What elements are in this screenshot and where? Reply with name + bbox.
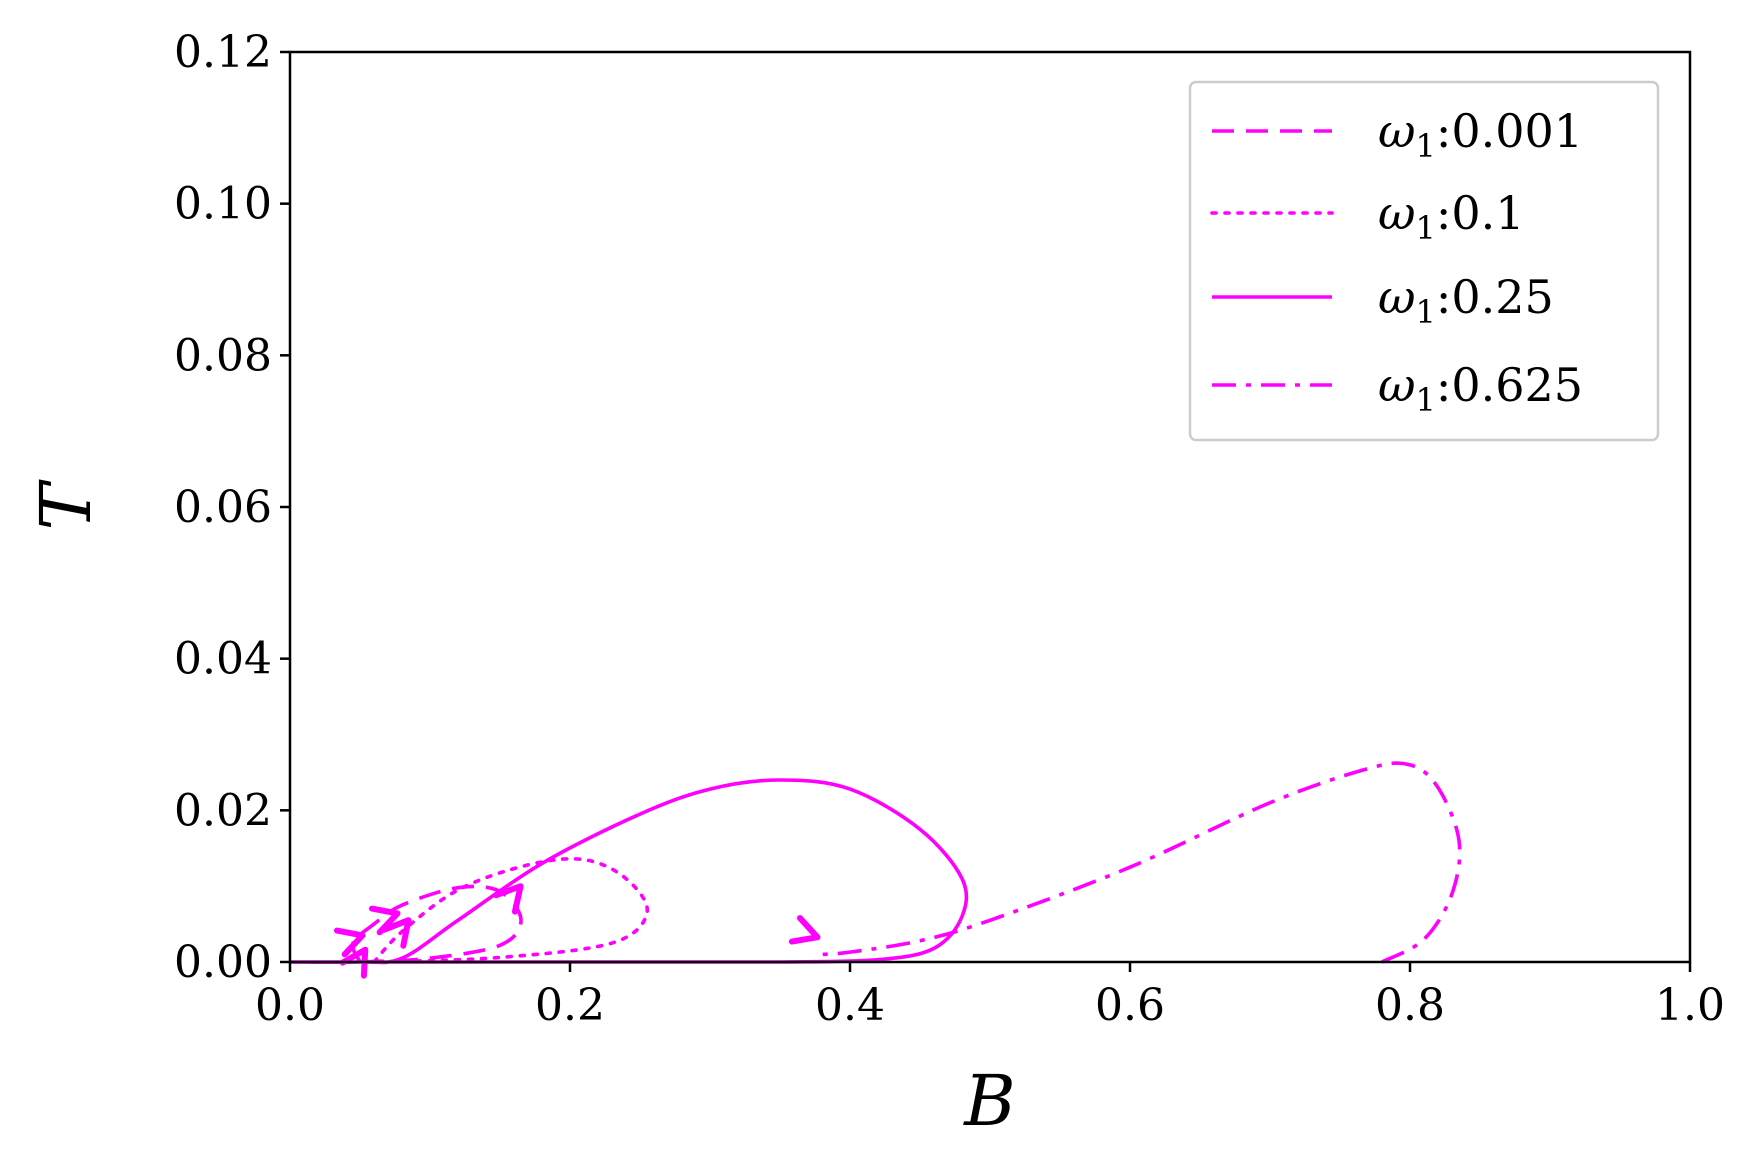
legend-entry--0-625: ω1:0.625 <box>1212 358 1583 419</box>
legend-value: :0.1 <box>1436 186 1525 240</box>
legend-entry--0-1: ω1:0.1 <box>1210 186 1525 247</box>
legend-value: :0.25 <box>1436 270 1554 324</box>
legend-label: ω1:0.001 <box>1378 104 1583 165</box>
series-line--0-625 <box>821 761 1462 964</box>
legend-value: :0.625 <box>1436 358 1583 412</box>
x-tick-label: 1.0 <box>1655 980 1725 1031</box>
y-axis-ticks: 0.00 0.02 0.04 0.06 0.08 0.10 0.12 <box>174 27 290 988</box>
direction-arrow-4 <box>381 917 412 949</box>
legend-subscript: 1 <box>1416 127 1436 165</box>
x-tick-label: 0.2 <box>535 980 605 1031</box>
direction-arrow-5 <box>493 883 524 915</box>
legend-symbol: ω <box>1378 358 1416 412</box>
y-tick-label: 0.08 <box>174 330 272 381</box>
x-tick-label: 0.0 <box>255 980 325 1031</box>
direction-arrow-1 <box>333 927 366 958</box>
legend-subscript: 1 <box>1416 381 1436 419</box>
legend-symbol: ω <box>1378 104 1416 158</box>
legend-frame <box>1188 80 1660 442</box>
legend-label: ω1:0.1 <box>1378 186 1525 247</box>
y-tick-label: 0.06 <box>174 482 272 533</box>
y-axis-label: T <box>25 479 107 530</box>
legend-entry--0-25: ω1:0.25 <box>1212 270 1554 331</box>
legend-subscript: 1 <box>1416 209 1436 247</box>
legend-symbol: ω <box>1378 270 1416 324</box>
x-tick-label: 0.8 <box>1375 980 1445 1031</box>
direction-arrow-3 <box>339 946 369 979</box>
y-tick-label: 0.10 <box>174 179 272 230</box>
y-tick-label: 0.02 <box>174 785 272 836</box>
legend-symbol: ω <box>1378 186 1416 240</box>
legend-label: ω1:0.625 <box>1378 358 1583 419</box>
x-axis-ticks: 0.0 0.2 0.4 0.6 0.8 1.0 <box>255 962 1725 1031</box>
y-tick-label: 0.12 <box>174 27 272 78</box>
legend-subscript: 1 <box>1416 293 1436 331</box>
x-tick-label: 0.4 <box>815 980 885 1031</box>
legend-value: :0.001 <box>1436 104 1583 158</box>
x-tick-label: 0.6 <box>1095 980 1165 1031</box>
y-tick-label: 0.04 <box>174 634 272 685</box>
legend-entry--0-001: ω1:0.001 <box>1212 104 1583 165</box>
series-line--0-1 <box>372 856 649 964</box>
legend-label: ω1:0.25 <box>1378 270 1554 331</box>
y-tick-label: 0.00 <box>174 937 272 988</box>
x-axis-label: B <box>962 1060 1015 1142</box>
direction-arrow-6 <box>788 914 821 945</box>
arrow-layer <box>333 883 821 979</box>
